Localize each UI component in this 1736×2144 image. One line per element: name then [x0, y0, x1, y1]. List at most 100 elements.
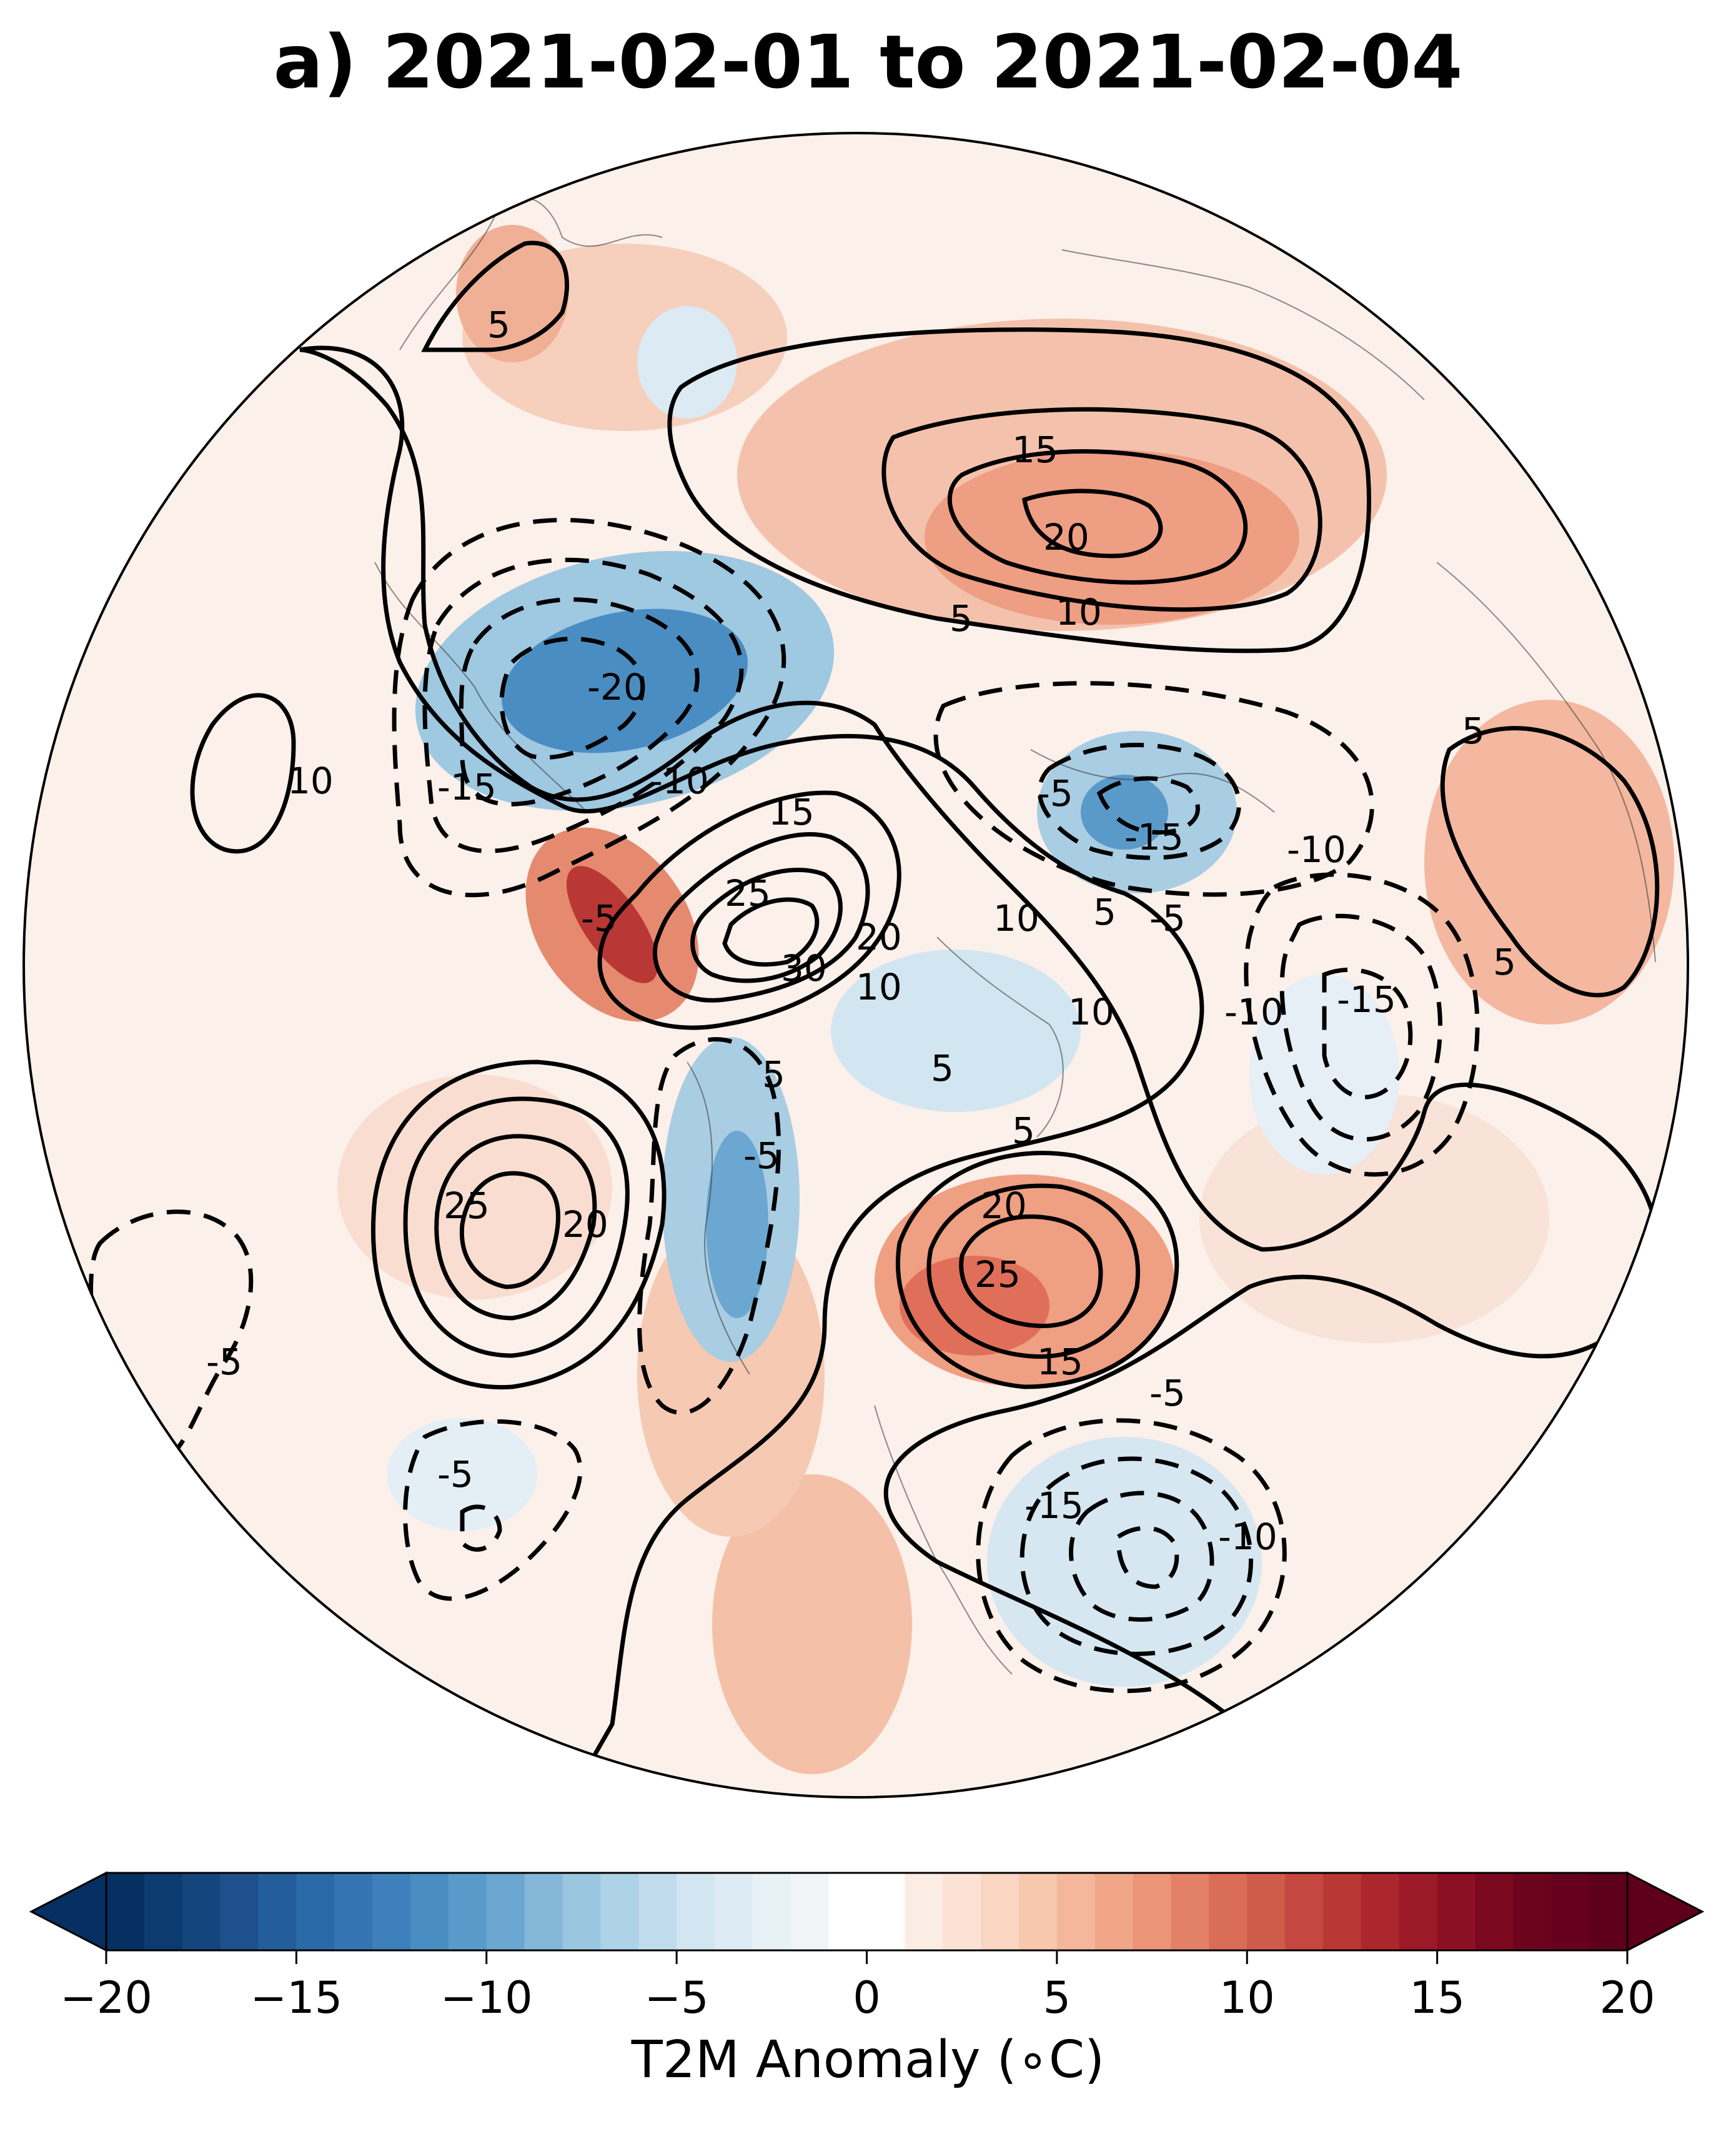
colorbar-tick-label: 20: [1599, 1972, 1655, 2023]
svg-text:-10: -10: [650, 760, 709, 802]
svg-text:-15: -15: [1124, 816, 1184, 858]
svg-text:25: 25: [444, 1184, 490, 1227]
svg-text:-5: -5: [206, 1341, 242, 1383]
colorbar-swatch: [106, 1873, 145, 1950]
colorbar-swatch: [1133, 1873, 1172, 1950]
colorbar-swatch: [1094, 1873, 1134, 1950]
svg-text:-15: -15: [1337, 978, 1396, 1021]
colorbar-swatch: [1056, 1873, 1096, 1950]
svg-text:-5: -5: [1037, 772, 1073, 815]
colorbar-min-extension: [29, 1871, 107, 1952]
colorbar-swatch: [638, 1873, 677, 1950]
colorbar-tick-label: −10: [440, 1972, 533, 2023]
colorbar-swatch: [1361, 1873, 1400, 1950]
svg-text:-10: -10: [1218, 1516, 1277, 1558]
colorbar-swatch: [1589, 1873, 1628, 1950]
svg-text:-5: -5: [1149, 897, 1186, 940]
colorbar-tick-label: −5: [645, 1972, 709, 2023]
map-title: a) 2021-02-01 to 2021-02-04: [273, 19, 1463, 105]
colorbar-swatch: [905, 1873, 944, 1950]
colorbar-tick-label: 15: [1409, 1972, 1465, 2023]
svg-text:10: 10: [856, 966, 902, 1008]
svg-text:-5: -5: [581, 897, 617, 940]
colorbar-swatch: [1475, 1873, 1514, 1950]
colorbar-swatch: [1209, 1873, 1248, 1950]
colorbar-swatch: [981, 1873, 1019, 1950]
colorbar-swatch: [943, 1873, 981, 1950]
colorbar-swatch: [1399, 1873, 1438, 1950]
polar-map: 5 15 20 5 10 10 5 5 15 25 30 20 10 10 10…: [22, 132, 1689, 1799]
colorbar-swatch: [372, 1873, 411, 1950]
colorbar-swatch: [600, 1873, 640, 1950]
colorbar-swatch: [334, 1873, 373, 1950]
colorbar-swatch: [486, 1873, 525, 1950]
colorbar-swatch: [562, 1873, 602, 1950]
colorbar-swatch: [258, 1873, 297, 1950]
svg-text:10: 10: [1056, 591, 1102, 633]
svg-text:15: 15: [1012, 429, 1058, 471]
cold-anomaly-regions: [387, 306, 1399, 1687]
svg-text:15: 15: [768, 791, 815, 833]
colorbar-swatch: [715, 1873, 753, 1950]
colorbar-swatches: [106, 1873, 1628, 1950]
positive-contours: [190, 241, 1660, 1797]
colorbar-tick-label: −15: [250, 1972, 343, 2023]
map-boundary: [22, 132, 1689, 1799]
svg-text:-10: -10: [1287, 828, 1346, 871]
svg-text:10: 10: [1068, 991, 1114, 1033]
svg-text:-5: -5: [743, 1134, 780, 1177]
colorbar-swatch: [524, 1873, 563, 1950]
colorbar-swatch: [828, 1873, 868, 1950]
svg-text:-15: -15: [1024, 1484, 1084, 1527]
colorbar-swatch: [790, 1873, 830, 1950]
colorbar-swatch: [1019, 1873, 1058, 1950]
colorbar-swatch: [182, 1873, 221, 1950]
colorbar-swatch: [677, 1873, 715, 1950]
svg-text:5: 5: [931, 1047, 954, 1089]
colorbar-swatch: [1437, 1873, 1476, 1950]
colorbar-max-extension: [1626, 1871, 1705, 1952]
svg-text:25: 25: [975, 1253, 1021, 1296]
svg-text:20: 20: [1043, 516, 1089, 558]
svg-text:-10: -10: [1224, 991, 1284, 1033]
svg-text:30: 30: [781, 947, 827, 990]
svg-text:-5: -5: [437, 1453, 474, 1496]
colorbar-tick-label: −20: [60, 1972, 152, 2023]
colorbar-swatch: [752, 1873, 791, 1950]
colorbar-ticks: −20 −15 −10 −5 0 5 10 15 20: [60, 1950, 1655, 2023]
colorbar-swatch: [1323, 1873, 1362, 1950]
colorbar-label: T2M Anomaly (∘C): [631, 2030, 1105, 2090]
svg-text:-5: -5: [1149, 1372, 1186, 1414]
negative-contours: [89, 517, 1480, 1694]
colorbar-swatch: [866, 1873, 906, 1950]
colorbar-tick-label: 5: [1043, 1972, 1071, 2023]
colorbar-swatch: [1285, 1873, 1324, 1950]
svg-text:15: 15: [1037, 1341, 1083, 1383]
svg-text:5: 5: [1493, 941, 1516, 983]
svg-text:20: 20: [981, 1184, 1027, 1227]
colorbar-swatch: [1551, 1873, 1590, 1950]
svg-text:20: 20: [562, 1203, 608, 1246]
colorbar-swatch: [296, 1873, 335, 1950]
svg-text:25: 25: [725, 872, 771, 915]
svg-text:-20: -20: [587, 666, 647, 708]
svg-text:5: 5: [950, 597, 973, 640]
svg-text:-15: -15: [437, 766, 497, 808]
svg-text:20: 20: [856, 916, 902, 958]
svg-text:5: 5: [762, 1053, 785, 1096]
svg-text:5: 5: [487, 304, 510, 346]
colorbar-swatch: [1513, 1873, 1552, 1950]
svg-text:10: 10: [287, 760, 334, 802]
colorbar-tick-label: 10: [1219, 1972, 1275, 2023]
contour-labels: 5 15 20 5 10 10 5 5 15 25 30 20 10 10 10…: [206, 304, 1516, 1558]
colorbar-swatch: [1247, 1873, 1286, 1950]
svg-text:5: 5: [1093, 891, 1116, 933]
colorbar-swatch: [220, 1873, 259, 1950]
colorbar-swatch: [144, 1873, 183, 1950]
colorbar-tick-label: 0: [853, 1972, 881, 2023]
svg-text:5: 5: [1012, 1109, 1035, 1152]
colorbar-swatch: [1171, 1873, 1210, 1950]
svg-text:10: 10: [993, 897, 1039, 940]
colorbar-swatch: [448, 1873, 487, 1950]
colorbar-swatch: [410, 1873, 449, 1950]
